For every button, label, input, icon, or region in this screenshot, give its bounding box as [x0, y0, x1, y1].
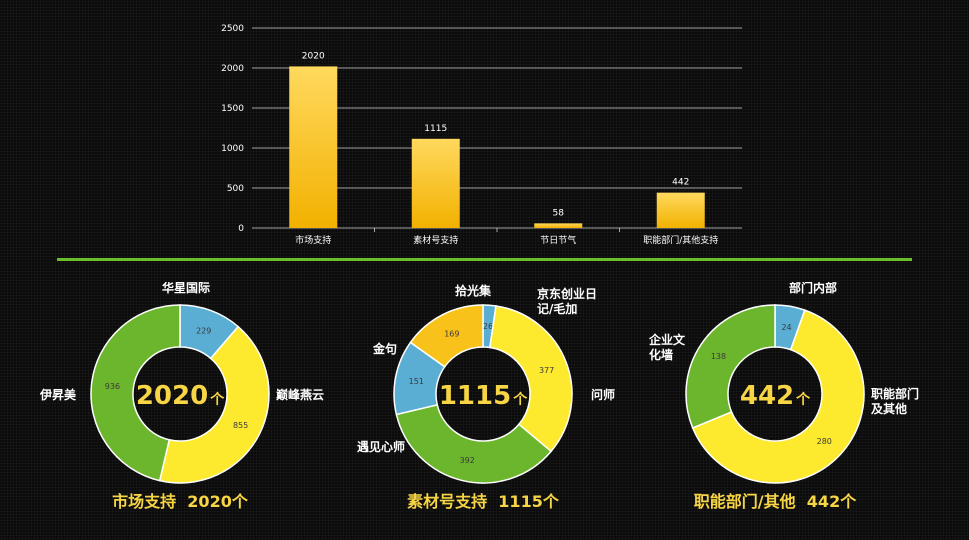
bar: [534, 223, 583, 228]
donut-center-total: 1115 个: [439, 381, 528, 411]
donut-title-name: 素材号支持: [407, 492, 488, 511]
donut-slice: [489, 305, 573, 453]
bar-value-label: 1115: [424, 124, 447, 134]
slice-value-label: 26: [483, 322, 493, 331]
slice-name-label: 京东创业日: [537, 286, 597, 301]
slice-name-label: 企业文: [648, 332, 686, 347]
donut-title-count: 2020个: [187, 492, 248, 511]
donut-title-market-support: 市场支持 2020个: [30, 488, 330, 512]
slice-value-label: 855: [233, 421, 248, 430]
bar-value-label: 442: [672, 178, 689, 188]
donut-center-total: 2020 个: [136, 381, 225, 411]
slice-name-label: 华星国际: [162, 282, 210, 295]
bar-chart: 0 500 1000 1500 2000 2500 2020 市场支持 1115 素材号支持 58 节…: [221, 24, 742, 246]
donut-title-name: 市场支持: [112, 492, 177, 511]
donut-title-material-support: 素材号支持 1115个: [333, 488, 633, 512]
bar: [656, 192, 705, 228]
y-tick-label: 0: [238, 224, 244, 234]
x-category-label: 素材号支持: [413, 234, 458, 246]
slice-value-label: 392: [460, 456, 475, 465]
bar-value-label: 2020: [302, 51, 325, 61]
donut-slice: [691, 309, 865, 484]
slice-value-label: 229: [196, 326, 211, 335]
bar-value-label: 58: [553, 208, 565, 218]
slice-value-label: 24: [781, 323, 791, 332]
slice-name-label: 化墙: [649, 347, 673, 362]
donut-slice: [158, 325, 270, 484]
slice-name-label: 职能部门: [871, 386, 919, 401]
donut-slice: [409, 304, 484, 368]
slice-value-label: 936: [105, 382, 120, 391]
y-tick-label: 1000: [221, 144, 244, 154]
donut-title-functional-dept: 职能部门/其他 442个: [625, 488, 925, 512]
slice-name-label: 伊昇美: [39, 387, 77, 402]
x-category-label: 职能部门/其他支持: [643, 234, 718, 246]
slice-value-label: 169: [444, 330, 459, 339]
slice-name-label: 及其他: [871, 401, 907, 416]
donut-slice: [395, 403, 553, 484]
donut-chart-market-support: 229 华星国际 855 巅峰燕云 936 伊昇美 2020 个: [39, 282, 324, 484]
donut-slice: [685, 304, 776, 429]
slice-value-label: 280: [817, 437, 832, 446]
slice-name-label: 问师: [591, 387, 615, 402]
y-tick-label: 2500: [221, 24, 244, 34]
y-tick-label: 500: [227, 184, 244, 194]
donut-title-name: 职能部门/其他: [693, 492, 796, 511]
slice-name-label: 拾光集: [455, 283, 492, 298]
bar: [411, 138, 460, 228]
slice-value-label: 377: [539, 366, 554, 375]
y-tick-label: 2000: [221, 64, 244, 74]
donut-center-total: 442 个: [740, 381, 811, 411]
slice-name-label: 金句: [372, 341, 397, 356]
slice-value-label: 138: [711, 352, 726, 361]
slice-name-label: 巅峰燕云: [276, 387, 324, 402]
slice-name-label: 遇见心师: [357, 439, 405, 454]
y-tick-label: 1500: [221, 104, 244, 114]
donut-title-count: 1115个: [498, 492, 559, 511]
slice-name-label: 部门内部: [789, 282, 837, 295]
donut-title-count: 442个: [806, 492, 857, 511]
section-divider: [57, 258, 912, 261]
slice-value-label: 151: [409, 377, 424, 386]
slice-name-label: 记/毛加: [537, 301, 577, 316]
x-category-label: 市场支持: [295, 234, 331, 246]
bar: [289, 66, 338, 229]
donut-slice: [90, 304, 181, 482]
x-category-label: 节日节气: [540, 234, 576, 246]
